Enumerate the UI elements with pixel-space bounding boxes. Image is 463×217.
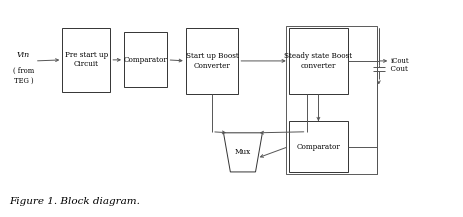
Text: ( from
TEG ): ( from TEG ) <box>13 67 34 84</box>
Text: Figure 1. Block diagram.: Figure 1. Block diagram. <box>10 197 140 206</box>
Text: Cout: Cout <box>386 65 407 73</box>
Text: Start up Boost
Converter: Start up Boost Converter <box>186 52 238 69</box>
FancyBboxPatch shape <box>289 28 348 94</box>
FancyBboxPatch shape <box>289 121 348 172</box>
FancyBboxPatch shape <box>62 28 110 92</box>
Text: iCout: iCout <box>391 57 410 65</box>
FancyBboxPatch shape <box>124 32 168 87</box>
Text: Steady state Boost
converter: Steady state Boost converter <box>284 52 352 69</box>
Text: Pre start up
Circuit: Pre start up Circuit <box>65 51 108 69</box>
Text: Mux: Mux <box>235 148 251 156</box>
Text: Comparator: Comparator <box>124 56 168 64</box>
Text: Comparator: Comparator <box>296 143 340 151</box>
Polygon shape <box>224 133 263 172</box>
Text: Vin: Vin <box>17 51 30 59</box>
FancyBboxPatch shape <box>186 28 238 94</box>
